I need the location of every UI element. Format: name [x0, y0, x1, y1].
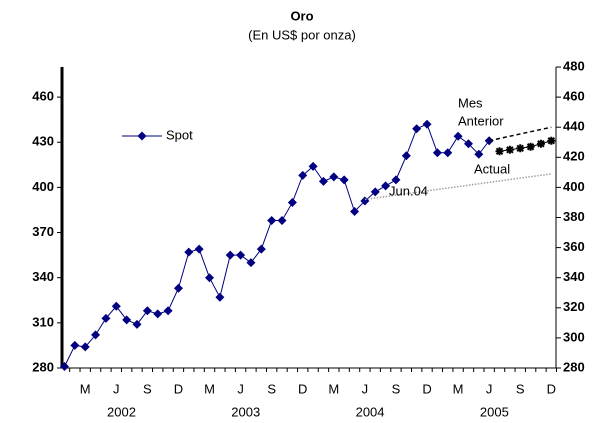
y-tick-label: 370 [32, 224, 54, 239]
x-tick-label: M [453, 381, 464, 396]
y2-tick-label: 400 [563, 179, 585, 194]
diamond-marker [329, 172, 339, 182]
x-tick-label: J [362, 381, 369, 396]
x-tick-label: J [113, 381, 120, 396]
diamond-marker [101, 313, 111, 323]
x-tick-label: S [267, 381, 276, 396]
diamond-marker [350, 206, 360, 216]
diamond-marker [443, 148, 453, 158]
diamond-marker [453, 131, 463, 141]
x-tick-label: D [547, 381, 556, 396]
diamond-marker [153, 309, 163, 319]
diamond-marker [298, 170, 308, 180]
y2-tick-label: 320 [563, 299, 585, 314]
diamond-marker [142, 306, 152, 316]
x-tick-label: D [422, 381, 431, 396]
diamond-marker [308, 161, 318, 171]
diamond-marker [246, 258, 256, 268]
x-tick-label: S [516, 381, 525, 396]
star-marker [495, 147, 504, 156]
y-tick-label: 340 [32, 269, 54, 284]
diamond-marker [381, 181, 391, 191]
year-label: 2003 [231, 404, 260, 419]
diamond-marker [111, 301, 121, 311]
diamond-marker [370, 187, 380, 197]
x-tick-label: M [80, 381, 91, 396]
diamond-marker [339, 175, 349, 185]
diamond-marker [422, 119, 432, 129]
diamond-marker [277, 216, 287, 226]
diamond-marker [432, 148, 442, 158]
y-tick-label: 460 [32, 89, 54, 104]
diamond-marker [60, 361, 69, 371]
diamond-marker [225, 250, 235, 260]
diamond-marker [80, 342, 90, 352]
y2-tick-label: 420 [563, 149, 585, 164]
diamond-marker [122, 315, 132, 325]
diamond-marker [173, 283, 183, 293]
diamond-marker [205, 273, 215, 283]
diamond-marker [287, 197, 297, 207]
diamond-marker [163, 306, 173, 316]
y-tick-label: 430 [32, 134, 54, 149]
diamond-marker [318, 176, 328, 186]
diamond-marker [194, 244, 204, 254]
diamond-marker [256, 244, 266, 254]
x-tick-label: D [174, 381, 183, 396]
y2-tick-label: 340 [563, 269, 585, 284]
annotation: Anterior [458, 113, 504, 128]
y-tick-label: 310 [32, 314, 54, 329]
year-label: 2002 [107, 404, 136, 419]
chart-subtitle: (En US$ por onza) [248, 27, 356, 42]
y2-tick-label: 440 [563, 119, 585, 134]
diamond-marker [391, 175, 401, 185]
star-marker [516, 144, 525, 153]
x-tick-label: M [204, 381, 215, 396]
y2-tick-label: 300 [563, 329, 585, 344]
star-marker [547, 136, 556, 145]
y-tick-label: 280 [32, 359, 54, 374]
annotation: Actual [474, 161, 510, 176]
x-tick-label: J [237, 381, 244, 396]
y2-tick-label: 380 [563, 209, 585, 224]
diamond-marker [463, 139, 473, 149]
x-tick-label: S [143, 381, 152, 396]
series-line [64, 123, 490, 367]
x-tick-label: D [298, 381, 307, 396]
annotation: Mes [458, 95, 483, 110]
y2-tick-label: 480 [563, 58, 585, 73]
x-tick-label: J [486, 381, 493, 396]
x-tick-label: M [328, 381, 339, 396]
diamond-marker [70, 340, 80, 350]
diamond-marker [184, 247, 194, 257]
star-marker [505, 145, 514, 154]
diamond-marker [474, 149, 484, 159]
diamond-marker [360, 196, 370, 206]
diamond-marker [401, 151, 411, 161]
chart-title: Oro [290, 8, 313, 23]
legend-label: Spot [166, 127, 193, 142]
diamond-marker [412, 124, 422, 134]
x-tick-label: S [392, 381, 401, 396]
year-label: 2004 [356, 404, 385, 419]
diamond-marker [236, 250, 246, 260]
series-line [364, 173, 552, 201]
annotation: Jun.04 [389, 183, 428, 198]
diamond-marker [215, 292, 225, 302]
y-tick-label: 400 [32, 179, 54, 194]
legend-marker [137, 131, 147, 141]
diamond-marker [267, 216, 277, 226]
y2-tick-label: 360 [563, 239, 585, 254]
diamond-marker [132, 319, 142, 329]
y2-tick-label: 280 [563, 359, 585, 374]
y2-tick-label: 460 [563, 89, 585, 104]
series-line [489, 126, 552, 142]
star-marker [536, 139, 545, 148]
star-marker [526, 142, 535, 151]
year-label: 2005 [480, 404, 509, 419]
diamond-marker [91, 330, 101, 340]
